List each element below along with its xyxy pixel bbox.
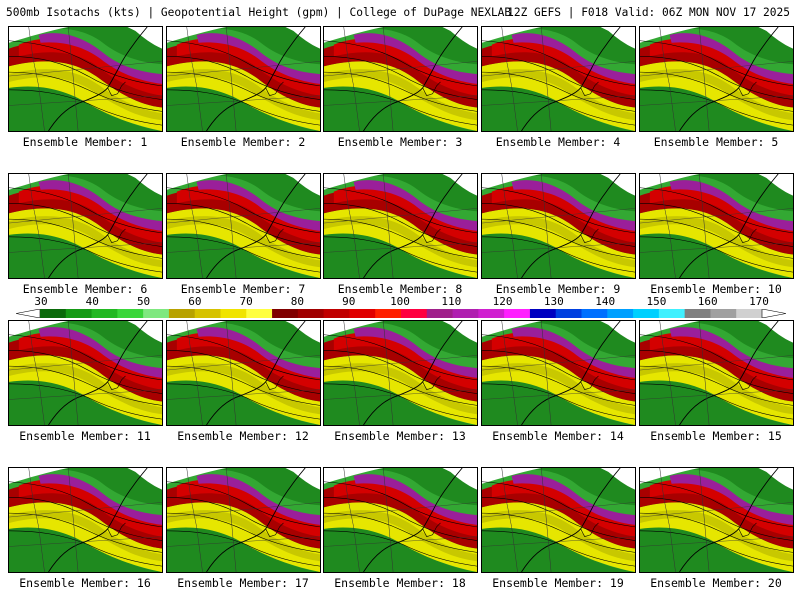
legend-color-swatch [168, 309, 196, 318]
legend-tick-label: 100 [390, 295, 410, 308]
ensemble-member-map [323, 26, 478, 132]
legend-color-swatch [478, 309, 505, 318]
ensemble-member-map [323, 320, 478, 426]
ensemble-member-label: Ensemble Member: 9 [495, 282, 621, 296]
legend-color-swatch [117, 309, 144, 318]
ensemble-member-label: Ensemble Member: 12 [177, 429, 309, 443]
ensemble-member-label: Ensemble Member: 8 [337, 282, 463, 296]
ensemble-member-map [8, 173, 163, 279]
ensemble-member-label: Ensemble Member: 11 [19, 429, 151, 443]
ensemble-member-map [166, 26, 321, 132]
legend-color-swatch [65, 309, 93, 318]
ensemble-member-map [8, 467, 163, 573]
legend-tick-label: 150 [646, 295, 667, 308]
ensemble-member-label: Ensemble Member: 7 [180, 282, 306, 296]
legend-tick-label: 170 [749, 295, 769, 308]
color-legend-bar [16, 309, 786, 318]
ensemble-member-label: Ensemble Member: 14 [492, 429, 624, 443]
ensemble-member-map [8, 26, 163, 132]
ensemble-member-map [323, 173, 478, 279]
ensemble-member-map [639, 467, 794, 573]
legend-color-swatch [297, 309, 325, 318]
ensemble-member-label: Ensemble Member: 17 [177, 576, 309, 590]
ensemble-member-map [8, 320, 163, 426]
legend-tick-label: 90 [342, 295, 356, 308]
legend-color-swatch [349, 309, 376, 318]
legend-tick-label: 160 [697, 295, 718, 308]
ensemble-member-label: Ensemble Member: 19 [492, 576, 624, 590]
chart-title: 500mb Isotachs (kts) | Geopotential Heig… [6, 6, 512, 19]
legend-color-swatch [710, 309, 737, 318]
legend-arrow-right [761, 309, 786, 318]
ensemble-member-label: Ensemble Member: 10 [650, 282, 782, 296]
legend-color-swatch [246, 309, 273, 318]
model-valid-time: 12Z GEFS | F018 Valid: 06Z MON NOV 17 20… [507, 6, 790, 19]
legend-tick-label: 140 [595, 295, 616, 308]
ensemble-member-label: Ensemble Member: 4 [495, 135, 621, 149]
ensemble-member-map [481, 173, 636, 279]
legend-color-swatch [194, 309, 221, 318]
legend-tick-label: 80 [290, 295, 305, 308]
ensemble-member-map [166, 173, 321, 279]
ensemble-member-map [639, 173, 794, 279]
legend-color-swatch [426, 309, 454, 318]
legend-color-swatch [323, 309, 350, 318]
ensemble-member-map [481, 320, 636, 426]
legend-tick-label: 120 [492, 295, 513, 308]
ensemble-member-map [481, 26, 636, 132]
ensemble-member-map [166, 320, 321, 426]
legend-tick-label: 30 [34, 295, 48, 308]
legend-color-swatch [529, 309, 557, 318]
legend-color-swatch [272, 309, 299, 318]
legend-color-swatch [736, 309, 763, 318]
ensemble-member-label: Ensemble Member: 16 [19, 576, 151, 590]
ensemble-member-label: Ensemble Member: 5 [653, 135, 779, 149]
ensemble-member-label: Ensemble Member: 1 [22, 135, 148, 149]
legend-color-swatch [607, 309, 634, 318]
legend-color-swatch [375, 309, 402, 318]
ensemble-member-map [639, 320, 794, 426]
ensemble-member-map [481, 467, 636, 573]
legend-color-swatch [658, 309, 686, 318]
legend-color-swatch [452, 309, 479, 318]
legend-tick-label: 50 [136, 295, 151, 308]
ensemble-member-map [639, 26, 794, 132]
legend-color-swatch [504, 309, 531, 318]
legend-tick-label: 70 [239, 295, 253, 308]
ensemble-member-label: Ensemble Member: 13 [334, 429, 466, 443]
ensemble-member-label: Ensemble Member: 15 [650, 429, 782, 443]
legend-color-swatch [581, 309, 608, 318]
legend-tick-label: 40 [85, 295, 99, 308]
legend-color-swatch [220, 309, 247, 318]
legend-arrow-left [16, 309, 41, 318]
legend-color-swatch [555, 309, 582, 318]
legend-color-swatch [143, 309, 170, 318]
ensemble-member-label: Ensemble Member: 18 [334, 576, 466, 590]
legend-color-swatch [91, 309, 118, 318]
ensemble-member-label: Ensemble Member: 2 [180, 135, 306, 149]
ensemble-member-map [166, 467, 321, 573]
ensemble-member-map [323, 467, 478, 573]
ensemble-member-label: Ensemble Member: 3 [337, 135, 463, 149]
legend-color-swatch [401, 309, 428, 318]
legend-color-swatch [633, 309, 660, 318]
legend-tick-label: 110 [441, 295, 462, 308]
ensemble-member-label: Ensemble Member: 6 [22, 282, 148, 296]
ensemble-member-label: Ensemble Member: 20 [650, 576, 782, 590]
legend-color-swatch [40, 309, 67, 318]
legend-tick-label: 130 [543, 295, 564, 308]
legend-color-swatch [684, 309, 711, 318]
legend-tick-label: 60 [188, 295, 202, 308]
